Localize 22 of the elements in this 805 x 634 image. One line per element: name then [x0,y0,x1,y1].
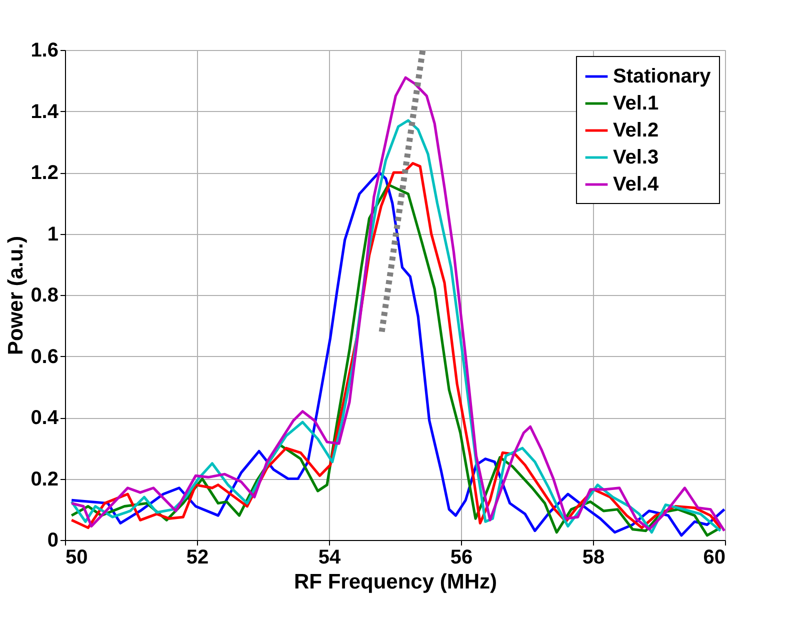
legend-label: Vel.1 [613,92,659,114]
y-tick-label: 0.8 [30,284,58,306]
y-tick-label: 1.6 [30,40,58,62]
legend-label: Stationary [613,66,712,88]
y-tick-label: 0 [47,530,58,552]
y-tick-label: 1.2 [30,162,58,184]
y-axis-title: Power (a.u.) [4,236,28,356]
x-axis-title: RF Frequency (MHz) [294,570,498,594]
x-tick-label: 50 [66,546,88,568]
y-tick-label: 0.4 [30,407,60,429]
x-tick-label: 60 [703,546,726,568]
y-tick-label: 0.2 [30,468,58,490]
legend-label: Vel.3 [613,146,659,168]
legend-label: Vel.4 [613,174,660,196]
x-tick-label: 52 [186,546,209,568]
y-tick-label: 1.4 [30,100,60,123]
x-tick-label: 56 [450,546,473,568]
x-tick-label: 58 [582,546,605,568]
y-tick-label: 0.6 [30,346,58,368]
x-tick-label: 54 [318,546,342,568]
legend-label: Vel.2 [613,120,659,142]
y-tick-label: 1 [47,223,58,246]
